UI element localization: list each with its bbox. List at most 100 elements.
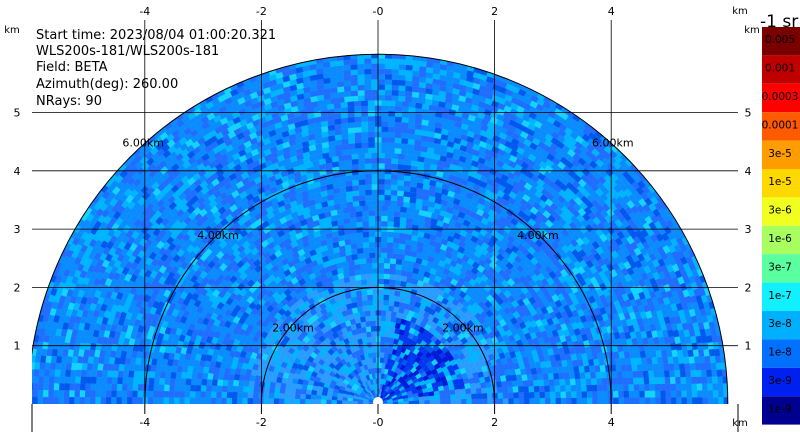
- heatmap-cell: [189, 391, 196, 398]
- heatmap-cell: [686, 390, 693, 398]
- heatmap-cell: [377, 273, 385, 279]
- heatmap-cell: [384, 326, 391, 333]
- heatmap-cell: [377, 262, 385, 269]
- heatmap-cell: [149, 371, 156, 379]
- heatmap-cell: [200, 391, 207, 399]
- heatmap-cell: [106, 376, 113, 385]
- heatmap-cell: [597, 390, 604, 398]
- heatmap-cell: [587, 397, 593, 404]
- heatmap-cell: [121, 383, 128, 392]
- heatmap-cell: [242, 386, 249, 393]
- heatmap-cell: [354, 142, 362, 149]
- heatmap-cell: [390, 163, 399, 170]
- heatmap-cell: [195, 384, 202, 392]
- heatmap-cell: [257, 398, 264, 404]
- heatmap-cell: [345, 180, 353, 187]
- heatmap-cell: [591, 384, 598, 392]
- heatmap-cell: [377, 288, 384, 295]
- heatmap-cell: [354, 147, 362, 154]
- heatmap-cell: [652, 363, 659, 371]
- heatmap-cell: [350, 95, 359, 102]
- heatmap-cell: [372, 278, 379, 285]
- heatmap-cell: [380, 331, 386, 337]
- heatmap-cell: [65, 362, 72, 371]
- heatmap-cell: [126, 383, 133, 392]
- heatmap-cell: [676, 390, 682, 398]
- heatmap-cell: [538, 379, 545, 387]
- heatmap-cell: [294, 398, 301, 404]
- heatmap-cell: [385, 310, 392, 317]
- heatmap-cell: [390, 184, 398, 191]
- heatmap-cell: [644, 390, 651, 398]
- heatmap-cell: [358, 194, 366, 201]
- heatmap-cell: [444, 394, 451, 400]
- heatmap-cell: [168, 397, 175, 404]
- heatmap-cell: [450, 393, 457, 400]
- heatmap-cell: [544, 385, 551, 393]
- heatmap-cell: [384, 94, 392, 101]
- heatmap-cell: [351, 174, 359, 181]
- heatmap-cell: [380, 231, 388, 238]
- heatmap-cell: [654, 383, 661, 391]
- heatmap-cell: [262, 398, 269, 404]
- heatmap-cell: [627, 370, 634, 379]
- heatmap-cell: [91, 363, 99, 371]
- heatmap-cell: [455, 398, 462, 404]
- heatmap-cell: [394, 111, 403, 118]
- heatmap-cell: [341, 138, 349, 145]
- heatmap-cell: [384, 194, 392, 201]
- heatmap-cell: [470, 387, 477, 395]
- heatmap-cell: [387, 221, 394, 227]
- heatmap-cell: [354, 274, 362, 281]
- heatmap-cell: [636, 363, 644, 372]
- heatmap-cell: [341, 143, 349, 151]
- heatmap-cell: [377, 299, 384, 306]
- heatmap-cell: [403, 190, 411, 198]
- heatmap-cell: [383, 347, 390, 354]
- heatmap-cell: [565, 391, 572, 398]
- heatmap-cell: [653, 370, 660, 378]
- heatmap-cell: [387, 105, 396, 112]
- heatmap-cell: [390, 179, 398, 186]
- heatmap-cell: [336, 86, 345, 93]
- heatmap-cell: [357, 84, 365, 91]
- heatmap-cell: [364, 173, 372, 180]
- heatmap-cell: [340, 133, 349, 140]
- heatmap-cell: [379, 352, 385, 358]
- heatmap-cell: [617, 377, 624, 385]
- heatmap-cell: [345, 196, 354, 203]
- heatmap-cell: [384, 152, 392, 159]
- heatmap-cell: [387, 305, 395, 312]
- heatmap-cell: [68, 397, 75, 404]
- heatmap-cell: [397, 163, 405, 171]
- heatmap-cell: [390, 152, 399, 159]
- heatmap-cell: [358, 173, 366, 180]
- heatmap-cell: [305, 394, 312, 400]
- heatmap-cell: [584, 371, 592, 379]
- heatmap-cell: [184, 397, 190, 404]
- heatmap-cell: [295, 388, 302, 395]
- heatmap-cell: [396, 200, 404, 207]
- heatmap-cell: [69, 383, 76, 391]
- heatmap-cell: [137, 397, 143, 404]
- heatmap-cell: [508, 397, 514, 404]
- heatmap-cell: [398, 237, 406, 245]
- heatmap-cell: [366, 273, 373, 280]
- heatmap-cell: [189, 397, 196, 404]
- heatmap-cell: [601, 377, 608, 385]
- heatmap-cell: [513, 397, 520, 404]
- heatmap-cell: [392, 242, 400, 249]
- heatmap-cell: [399, 227, 407, 234]
- heatmap-cell: [179, 390, 185, 398]
- heatmap-cell: [669, 369, 676, 378]
- heatmap-cell: [357, 163, 366, 170]
- heatmap-cell: [101, 370, 108, 378]
- heatmap-cell: [643, 376, 650, 385]
- heatmap-cell: [650, 397, 656, 404]
- heatmap-cell: [387, 100, 396, 107]
- heatmap-cell: [353, 100, 362, 107]
- heatmap-cell: [392, 237, 400, 244]
- heatmap-cell: [253, 380, 261, 388]
- heatmap-cell: [370, 325, 376, 332]
- heatmap-cell: [404, 85, 413, 92]
